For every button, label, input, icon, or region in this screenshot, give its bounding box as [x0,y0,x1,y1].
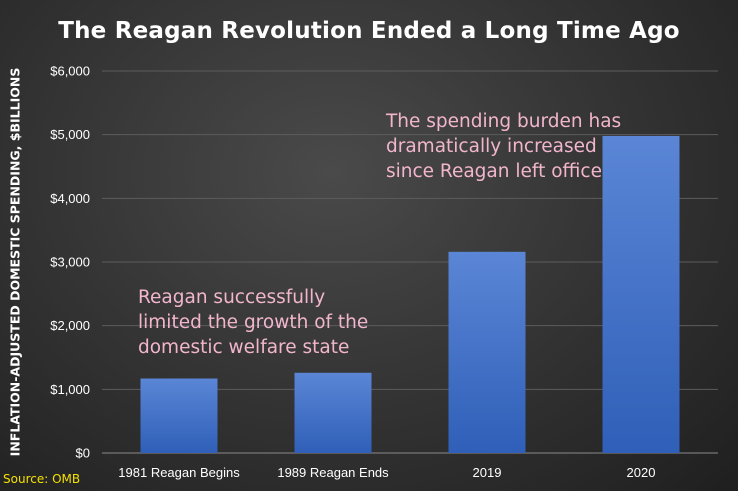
y-tick-label: $2,000 [50,318,90,333]
x-tick-label: 2020 [627,465,656,480]
chart-title: The Reagan Revolution Ended a Long Time … [58,18,680,44]
x-tick-label: 2019 [473,465,502,480]
x-tick-label: 1981 Reagan Begins [118,465,240,480]
source-note: Source: OMB [3,472,81,486]
bars [140,135,680,453]
x-tick-label: 1989 Reagan Ends [277,465,389,480]
y-tick-label: $1,000 [50,382,90,397]
bar [294,372,372,453]
y-tick-labels: $0 $1,000 $2,000 $3,000 $4,000 $5,000 $6,000 [50,64,90,461]
bar [602,135,680,453]
bar [140,378,218,453]
y-tick-label: $4,000 [50,191,90,206]
y-tick-label: $0 [76,446,90,461]
y-tick-label: $6,000 [50,64,90,79]
annotation-reagan-limited: Reagan successfully limited the growth o… [138,287,369,358]
annotation-spending-increased: The spending burden has dramatically inc… [386,111,622,182]
bar [448,251,526,453]
y-tick-label: $3,000 [50,255,90,270]
y-tick-label: $5,000 [50,127,90,142]
x-tick-labels: 1981 Reagan Begins 1989 Reagan Ends 2019 20… [118,465,655,480]
